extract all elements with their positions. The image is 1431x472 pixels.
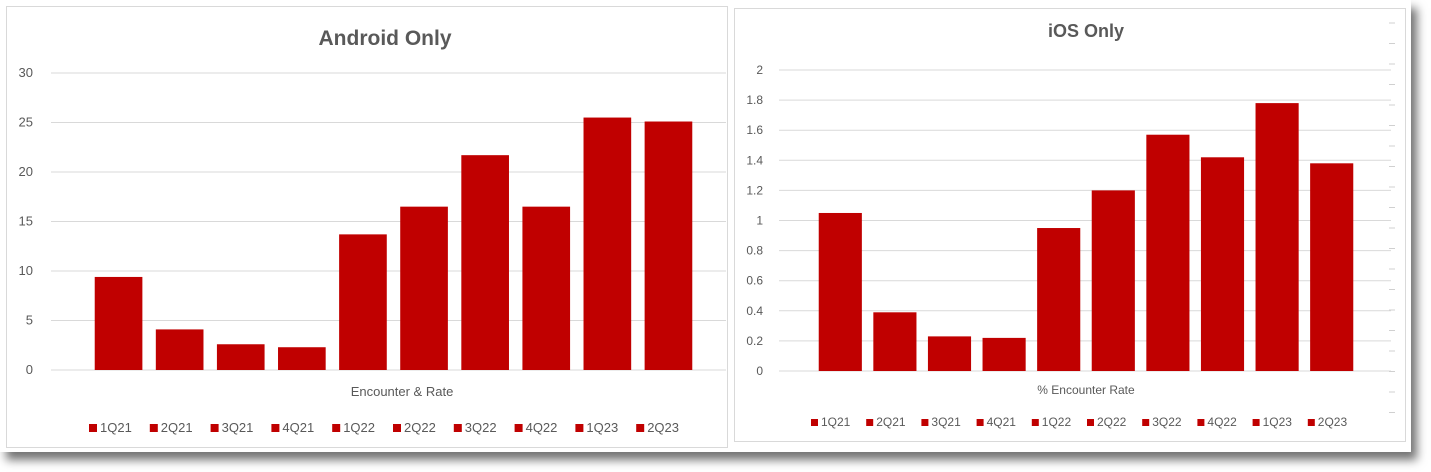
legend-swatch: [1197, 419, 1205, 426]
legend-swatch: [210, 424, 219, 432]
legend-swatch: [1142, 419, 1150, 426]
y-tick-label: 2: [756, 63, 763, 77]
y-tick-label: 1.2: [746, 183, 763, 197]
bar-4q22: [522, 206, 571, 370]
y-tick-label: 15: [19, 214, 33, 229]
y-tick-label: 1.8: [746, 93, 763, 107]
legend-swatch: [89, 424, 97, 432]
legend-label: 1Q23: [1263, 415, 1293, 429]
android-chart-panel: Android Only 0 5 10 15 20 25 30 Encounter & Ra…: [6, 6, 728, 448]
legend-swatch: [811, 419, 818, 426]
legend-swatch: [514, 424, 523, 432]
legend-swatch: [636, 424, 645, 432]
bar-1q22: [1037, 228, 1081, 371]
legend-swatch: [332, 424, 341, 432]
legend-label: 4Q22: [1207, 415, 1237, 429]
y-tick-label: 20: [19, 164, 33, 179]
bar-2q21: [155, 329, 204, 370]
y-tick-label: 0.8: [746, 244, 763, 258]
legend-swatch: [1307, 419, 1315, 426]
screenshot-frame: Android Only 0 5 10 15 20 25 30 Encounter & Ra…: [6, 6, 1406, 448]
legend-label: 1Q22: [343, 420, 375, 435]
legend-label: 1Q21: [100, 420, 132, 435]
chart-title: iOS Only: [1048, 21, 1124, 41]
bar-2q22: [400, 206, 448, 370]
bar-3q21: [216, 344, 265, 370]
bar-2q22: [1091, 190, 1135, 371]
legend-swatch: [149, 424, 158, 432]
bar-2q23: [644, 121, 693, 370]
legend-swatch: [575, 424, 584, 432]
y-tick-label: 30: [19, 65, 33, 80]
bar-1q23: [583, 117, 632, 370]
bar-2q23: [1310, 163, 1354, 371]
legend-label: 4Q21: [282, 420, 314, 435]
y-tick-label: 0: [756, 364, 763, 378]
y-tick-label: 10: [19, 263, 33, 278]
bar-1q21: [818, 212, 862, 371]
legend-swatch: [271, 424, 280, 432]
legend-label: 2Q22: [1097, 415, 1127, 429]
legend-label: 4Q21: [987, 415, 1017, 429]
legend-label: 3Q22: [1152, 415, 1182, 429]
bar-2q21: [873, 312, 917, 371]
legend-label: 1Q22: [1042, 415, 1072, 429]
legend-swatch: [1252, 419, 1260, 426]
y-tick-label: 0.2: [746, 334, 763, 348]
bar-4q21: [982, 337, 1026, 371]
y-tick-label: 1.6: [746, 123, 763, 137]
bar-1q21: [94, 276, 143, 370]
bar-4q22: [1200, 157, 1245, 371]
legend-label: 4Q22: [526, 420, 558, 435]
bar-1q22: [339, 234, 387, 370]
y-tick-label: 0: [26, 362, 33, 377]
y-tick-label: 0.4: [746, 304, 763, 318]
y-tick-label: 0.6: [746, 274, 763, 288]
legend-swatch: [1031, 419, 1039, 426]
legend-label: 2Q22: [404, 420, 436, 435]
android-chart: Android Only 0 5 10 15 20 25 30 Encounter & Ra…: [19, 27, 726, 435]
legend-label: 2Q23: [1318, 415, 1348, 429]
chart-title: Android Only: [319, 27, 452, 50]
x-axis-label: % Encounter Rate: [1037, 383, 1135, 397]
y-tick-label: 25: [19, 115, 33, 130]
bar-1q23: [1255, 103, 1299, 372]
bar-3q21: [927, 336, 972, 371]
legend-swatch: [976, 419, 984, 426]
y-tick-label: 1.4: [746, 153, 763, 167]
bar-3q22: [461, 155, 509, 370]
legend-label: 1Q23: [586, 420, 618, 435]
bar-4q21: [278, 347, 326, 370]
x-axis-label: Encounter & Rate: [351, 384, 454, 399]
legend-label: 3Q21: [931, 415, 961, 429]
ios-chart-panel: iOS Only 0 0.2 0.4 0.6 0.8 1 1.2 1.4 1.6 1.8 2 % E…: [734, 8, 1406, 442]
legend-swatch: [866, 419, 874, 426]
legend-label: 2Q23: [647, 420, 679, 435]
y-tick-label: 5: [26, 313, 33, 328]
legend-label: 2Q21: [161, 420, 193, 435]
legend-swatch: [393, 424, 401, 432]
ios-chart: iOS Only 0 0.2 0.4 0.6 0.8 1 1.2 1.4 1.6 1.8 2 % E…: [746, 21, 1395, 429]
legend-swatch: [453, 424, 462, 432]
legend-swatch: [921, 419, 929, 426]
legend-label: 1Q21: [821, 415, 851, 429]
legend-label: 2Q21: [876, 415, 906, 429]
legend-swatch: [1087, 419, 1094, 426]
legend-label: 3Q21: [222, 420, 254, 435]
legend-label: 3Q22: [465, 420, 497, 435]
y-tick-label: 1: [756, 214, 763, 228]
bar-3q22: [1146, 134, 1190, 371]
